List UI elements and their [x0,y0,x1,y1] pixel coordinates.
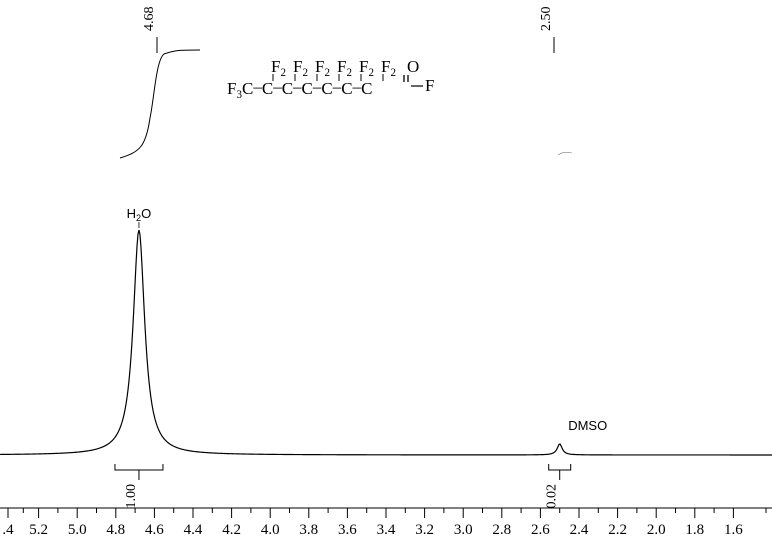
axis-tick-label: 4.4 [184,522,203,538]
background [0,0,772,548]
axis-tick-label: 4.8 [106,522,125,538]
axis-tick-label: 2.6 [531,522,550,538]
axis-tick-label: 4.0 [261,522,280,538]
axis-tick-label: 4.6 [145,522,164,538]
axis-tick-label: 2.0 [647,522,666,538]
integral-value: 0.02 [545,484,560,509]
integral-value: 1.00 [124,484,139,509]
axis-tick-label: 3.8 [299,522,318,538]
axis-tick-label: .4 [2,522,14,538]
axis-tick-label: 1.8 [685,522,704,538]
axis-tick-label: 5.2 [29,522,48,538]
formula-atom: F [425,76,434,95]
peak-marker-label: 2.50 [539,7,554,32]
axis-tick-label: 5.0 [68,522,87,538]
axis-tick-label: 3.0 [454,522,473,538]
axis-tick-label: 2.4 [570,522,589,538]
peak-label-dmso: DMSO [568,418,607,433]
axis-tick-label: 3.4 [377,522,396,538]
formula-atom: O [407,57,419,76]
peak-marker-label: 4.68 [142,7,157,32]
axis-tick-label: 1.6 [724,522,743,538]
axis-tick-label: 2.8 [492,522,511,538]
nmr-spectrum-figure: 4.682.50 F2F2F2F2F2F2OF3C‒C‒C‒C‒C‒C‒CF H… [0,0,772,548]
axis-tick-label: 3.2 [415,522,434,538]
axis-tick-label: 2.2 [608,522,627,538]
ppm-axis: .4 5.2 5.0 4.8 4.6 4.4 4.2 4.0 3.8 3.6 3.4 3.2 3.0 2.… [0,508,772,538]
axis-tick-label: 3.6 [338,522,357,538]
axis-tick-label: 4.2 [222,522,241,538]
